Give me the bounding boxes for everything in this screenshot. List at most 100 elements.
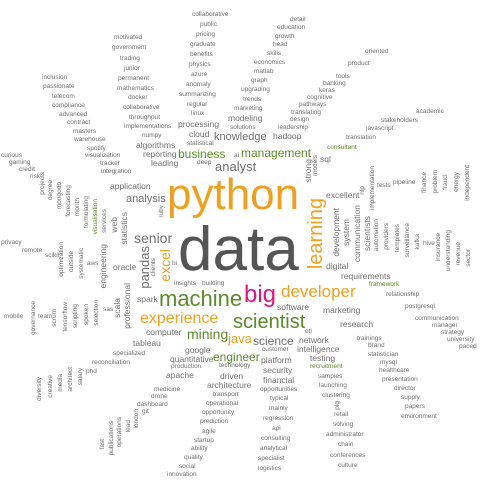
word-cloud-term: web xyxy=(109,217,119,233)
word-cloud-term: diversity xyxy=(36,377,43,401)
word-cloud-term: benefits xyxy=(190,51,213,58)
word-cloud-term: excellent xyxy=(326,190,360,200)
word-cloud-term: java xyxy=(228,331,252,346)
word-cloud-term: mainly xyxy=(269,405,288,412)
word-cloud-term: clustering xyxy=(322,392,350,399)
word-cloud-term: curious xyxy=(1,152,22,159)
word-cloud-term: publications xyxy=(108,421,115,456)
word-cloud-term: cognitive xyxy=(307,94,333,101)
word-cloud-term: agile xyxy=(202,428,216,435)
word-cloud-term: brand xyxy=(368,342,385,349)
word-cloud-term: salary xyxy=(77,368,84,386)
word-cloud-term: quality xyxy=(184,454,203,461)
word-cloud-term: building xyxy=(202,280,225,287)
word-cloud-term: environment xyxy=(401,413,437,420)
word-cloud-term: learning xyxy=(305,198,327,270)
word-cloud-term: docker xyxy=(128,94,148,101)
word-cloud-term: telecom xyxy=(52,93,75,100)
word-cloud-term: excel xyxy=(157,249,173,282)
word-cloud-term: problem xyxy=(432,170,439,194)
word-cloud-term: security xyxy=(263,365,293,375)
word-cloud-term: operational xyxy=(206,400,239,407)
word-cloud-term: pricing xyxy=(196,31,216,38)
word-cloud-term: masters xyxy=(73,128,97,135)
word-cloud-term: intelligence xyxy=(297,344,340,354)
word-cloud-term: operations xyxy=(116,417,123,448)
word-cloud-term: aws xyxy=(87,260,99,267)
word-cloud-term: marketing xyxy=(234,105,263,112)
word-cloud-term: administrator xyxy=(326,431,364,438)
word-cloud-term: presentation xyxy=(382,376,418,383)
word-cloud-term: trends xyxy=(243,96,262,103)
word-cloud-term: cloud xyxy=(189,129,210,139)
word-cloud-term: google xyxy=(185,345,211,355)
word-cloud-term: media xyxy=(57,374,64,392)
word-cloud-term: sql xyxy=(320,154,331,164)
word-cloud-term: transport xyxy=(213,391,239,398)
word-cloud-term: computer xyxy=(146,327,182,337)
word-cloud-term: healthcare xyxy=(379,367,410,374)
word-cloud-term: leading xyxy=(151,158,179,168)
word-cloud-term: research xyxy=(340,319,374,329)
word-cloud-term: credit xyxy=(19,166,35,173)
word-cloud-term: scientists xyxy=(362,216,372,251)
word-cloud-term: revenue xyxy=(455,242,462,266)
word-cloud-term: contract xyxy=(67,119,91,126)
word-cloud-term: throughput xyxy=(129,114,161,121)
word-cloud-term: insights xyxy=(174,280,197,287)
word-cloud-term: samples xyxy=(318,373,343,380)
word-cloud-term: startup xyxy=(194,437,214,444)
word-cloud-term: visualisation xyxy=(92,199,99,235)
word-cloud-term: bi xyxy=(172,260,178,267)
word-cloud-term: hive xyxy=(423,240,435,247)
word-cloud-term: governance xyxy=(30,301,37,335)
word-cloud-term: professional xyxy=(122,283,132,329)
word-cloud-term: pipeline xyxy=(393,179,416,186)
word-cloud-term: inclusion xyxy=(42,74,68,81)
word-cloud-term: business xyxy=(178,147,226,161)
word-cloud-term: clients xyxy=(150,258,157,277)
word-cloud-term: growth xyxy=(275,33,295,40)
word-cloud-term: team xyxy=(38,313,53,320)
word-cloud-term: consulting xyxy=(261,435,291,442)
word-cloud-term: software xyxy=(277,302,310,312)
word-cloud-term: london xyxy=(133,409,140,429)
word-cloud-term: mobile xyxy=(4,313,24,320)
word-cloud-term: oriented xyxy=(365,48,389,55)
word-cloud-term: visualization xyxy=(85,152,121,159)
word-cloud-term: forecasting xyxy=(65,185,72,217)
word-cloud-term: opportunity xyxy=(202,409,235,416)
word-cloud-term: regular xyxy=(187,101,208,108)
word-cloud-term: summarizing xyxy=(179,91,216,98)
word-cloud-term: translating xyxy=(291,109,321,116)
word-cloud-term: experience xyxy=(140,310,219,327)
word-cloud-term: communication xyxy=(415,315,459,322)
word-cloud-term: analysis xyxy=(126,193,166,205)
word-cloud-term: university xyxy=(447,336,475,343)
word-cloud-term: science xyxy=(253,334,294,348)
word-cloud-term: production xyxy=(171,363,202,370)
word-cloud-term: driven xyxy=(220,371,244,381)
word-cloud-term: engineer xyxy=(213,350,260,364)
word-cloud-term: scikit xyxy=(45,252,60,259)
word-cloud-term: scala xyxy=(112,298,122,318)
word-cloud-term: mining xyxy=(187,326,229,342)
word-cloud-term: motivated xyxy=(114,34,143,41)
word-cloud-term: scripting xyxy=(72,304,79,329)
word-cloud-term: head xyxy=(273,41,288,48)
word-cloud-term: financial xyxy=(263,375,295,385)
word-cloud-term: fraud xyxy=(442,175,449,190)
word-cloud-term: typical xyxy=(270,395,289,402)
word-cloud-term: digital xyxy=(326,261,349,271)
word-cloud-term: stakeholders xyxy=(381,117,418,124)
word-cloud-term: oracle xyxy=(113,262,137,272)
word-cloud-term: compliance xyxy=(52,102,85,109)
word-cloud-term: optimization xyxy=(58,242,65,277)
word-cloud-term: developer xyxy=(281,282,356,301)
word-cloud-term: translation xyxy=(346,134,376,141)
word-cloud-term: python xyxy=(167,170,300,219)
word-cloud-term: academic xyxy=(416,108,444,115)
word-cloud-term: automation xyxy=(373,219,380,252)
word-cloud-term: advanced xyxy=(59,111,88,118)
